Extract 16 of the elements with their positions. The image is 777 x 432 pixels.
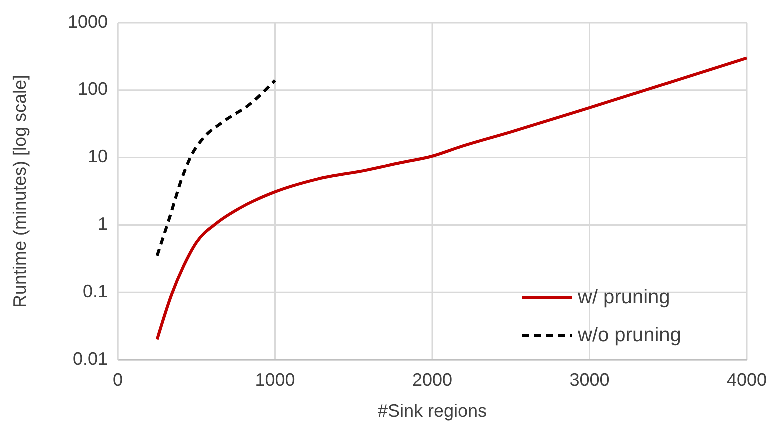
y-axis-title: Runtime (minutes) [log scale] bbox=[10, 74, 30, 308]
line-series bbox=[156, 79, 277, 258]
y-tick-label: 0.1 bbox=[82, 281, 108, 302]
y-tick-label: 1 bbox=[98, 214, 108, 234]
legend-label: w/ pruning bbox=[577, 286, 670, 308]
x-tick-label: 4000 bbox=[726, 370, 768, 390]
y-tick-label: 10 bbox=[88, 146, 108, 167]
x-tick-label: 2000 bbox=[412, 370, 453, 390]
x-tick-label: 3000 bbox=[570, 370, 610, 390]
y-tick-label: 0.01 bbox=[72, 348, 108, 369]
x-tick-label: 1000 bbox=[255, 370, 296, 390]
x-tick-label: 0 bbox=[112, 370, 124, 390]
y-tick-label: 100 bbox=[78, 79, 108, 100]
legend-label: w/o pruning bbox=[577, 324, 682, 346]
y-tick-label: 1000 bbox=[68, 12, 108, 32]
x-axis-title: #Sink regions bbox=[378, 401, 488, 421]
